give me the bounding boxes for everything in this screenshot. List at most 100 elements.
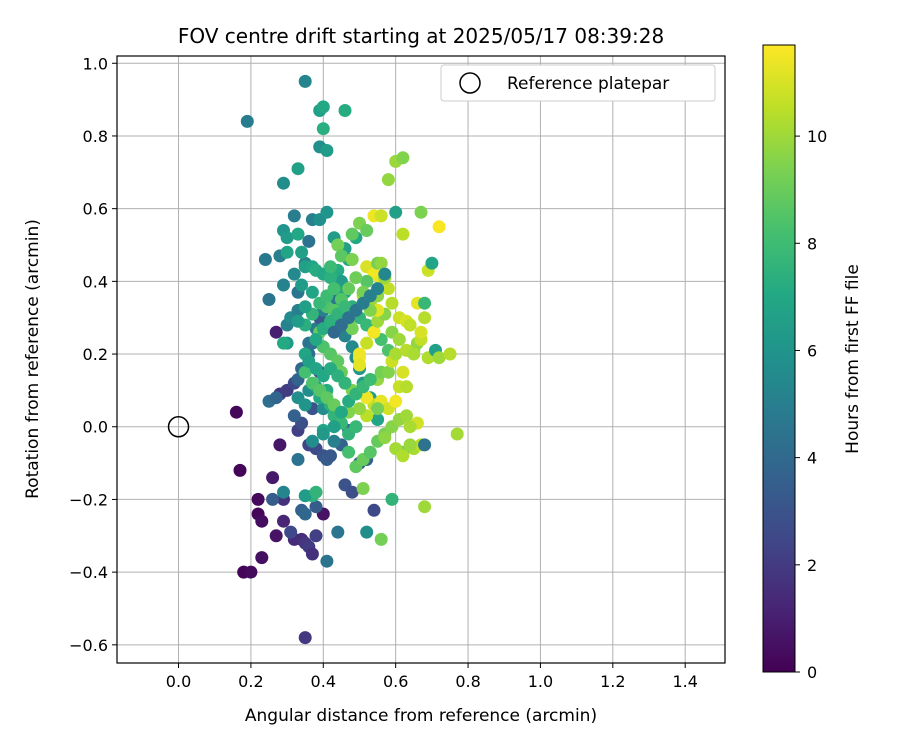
data-point [381,173,395,187]
y-axis-ticks: −0.6 −0.4 −0.2 0.0 0.2 0.4 0.6 0.8 1.0 [69,54,117,655]
data-point [374,256,388,270]
data-point [353,347,366,361]
data-point [345,253,359,266]
data-point [363,445,377,459]
plot-frame [116,55,726,664]
data-point [298,507,312,521]
legend: Reference platepar [440,64,716,102]
data-point [262,293,276,306]
data-point [400,380,413,394]
data-point [298,300,312,314]
data-point [450,427,464,441]
data-point [287,209,301,223]
x-tick-label: 1.0 [528,672,553,691]
data-point [277,176,290,190]
data-point [327,420,341,434]
data-point [309,485,323,499]
data-point [240,114,254,128]
data-point [287,409,301,423]
data-point [356,482,370,495]
data-point [324,449,337,463]
data-point [291,227,305,241]
data-point [277,514,290,528]
data-point [389,347,403,361]
x-tick-label: 0.6 [383,672,408,691]
data-point [334,405,348,419]
data-point [360,391,374,405]
data-point [353,402,366,416]
y-tick-label: 0.6 [83,200,108,219]
data-point [316,122,330,136]
data-point [309,529,323,543]
data-point [396,365,410,379]
data-point [291,314,305,328]
data-point [418,438,432,452]
x-axis-ticks: 0.0 0.2 0.4 0.6 0.8 1.0 1.2 1.4 [166,663,698,691]
data-point [302,234,316,248]
data-point [280,245,294,259]
data-point [418,500,432,514]
data-point [367,503,381,517]
data-point [298,398,312,412]
data-point [403,318,417,332]
x-tick-label: 0.4 [311,672,336,691]
y-tick-label: −0.6 [69,636,108,655]
data-point [353,358,366,372]
data-point [324,271,337,285]
data-point [407,347,421,361]
data-point [291,162,305,176]
data-point [334,249,348,263]
data-point [298,489,312,503]
data-point [266,492,280,506]
data-point [396,151,410,165]
data-point [414,325,428,339]
data-point [349,271,363,285]
data-point [381,282,395,296]
data-point [277,278,290,292]
data-point [244,565,258,579]
colorbar-tick-label: 2 [807,556,817,575]
data-point [374,532,388,546]
data-point [345,485,359,499]
data-point [309,333,323,346]
data-point [389,394,403,408]
data-point [277,485,290,499]
data-point [371,402,385,416]
data-point [418,311,432,325]
x-tick-label: 1.4 [672,672,697,691]
data-point [320,205,334,219]
data-point [284,525,298,539]
y-tick-label: 1.0 [83,54,108,73]
data-point [360,274,374,288]
data-point [371,282,385,296]
data-point [277,336,290,350]
legend-open-circle-icon [459,72,481,94]
data-point [298,74,312,88]
colorbar-gradient [762,44,796,673]
data-point [389,205,403,219]
data-point [324,260,337,274]
data-point [316,427,330,441]
colorbar-tick-label: 10 [807,127,827,146]
data-point [229,405,243,419]
y-axis-label: Rotation from reference (arcmin) [23,219,43,499]
data-point [331,525,345,539]
plot-area: 0.0 0.2 0.4 0.6 0.8 1.0 1.2 1.4 −0.6 −0.4 −0.2 0.0… [69,54,726,691]
data-point [269,529,283,543]
data-point [291,453,305,466]
data-point [273,438,287,452]
data-point [298,365,312,379]
data-point [349,420,363,434]
colorbar-tick-label: 0 [807,663,817,682]
data-point [360,224,374,237]
data-point [255,551,269,565]
data-point [298,631,312,645]
y-tick-label: 0.2 [83,345,108,364]
data-point [251,492,265,506]
chart-title: FOV centre drift starting at 2025/05/17 … [178,24,664,48]
data-point [381,365,395,379]
data-point [255,514,269,528]
data-point [287,267,301,281]
colorbar: 0 2 4 6 8 10 Hours from first FF file [762,44,863,682]
data-point [414,205,428,219]
